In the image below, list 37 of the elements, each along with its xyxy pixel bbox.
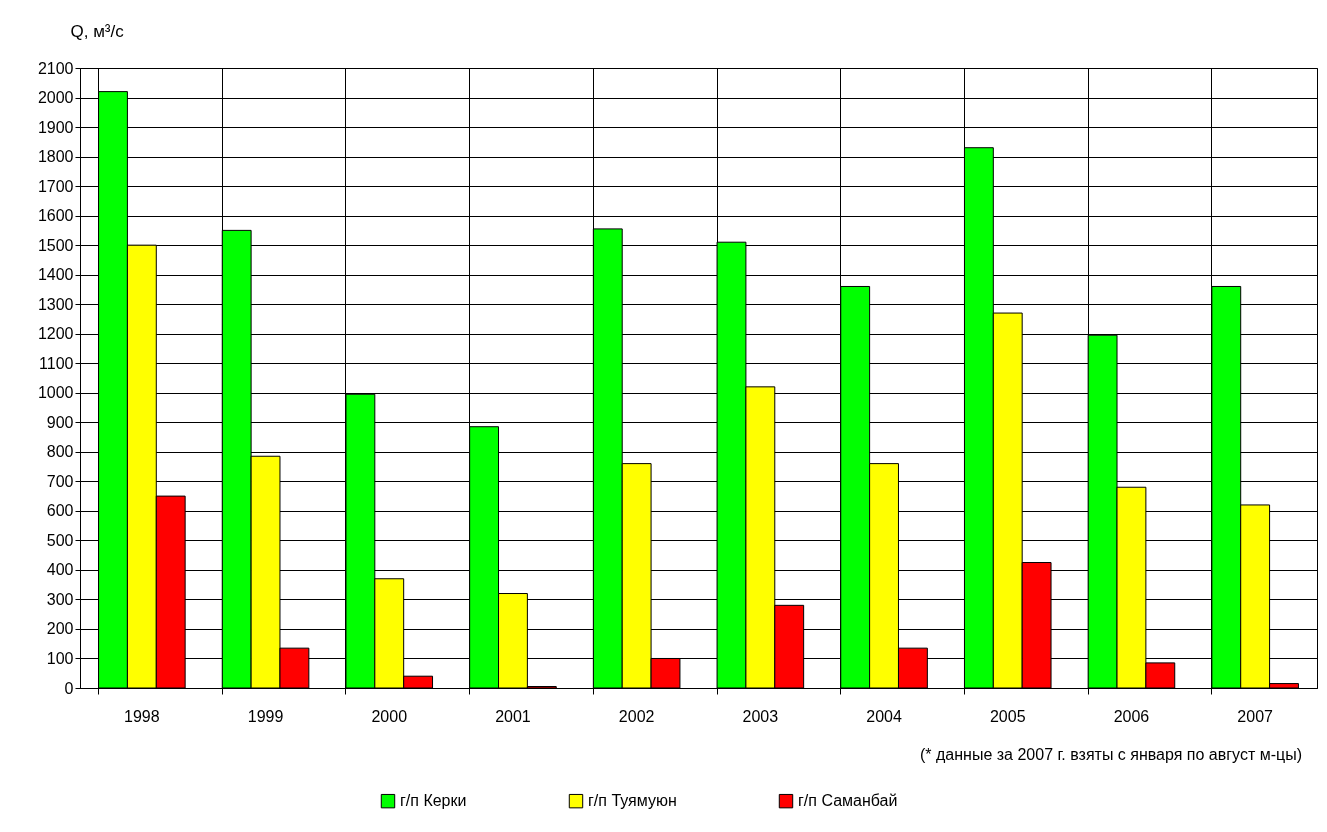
- y-tick-label: 400: [46, 561, 74, 579]
- y-tick-label: 1900: [37, 118, 74, 136]
- y-tick-label: 700: [46, 472, 74, 490]
- x-tick-label: 2004: [866, 707, 902, 725]
- y-tick-label: 600: [46, 502, 74, 520]
- y-tick-label: 1100: [39, 354, 74, 372]
- x-tick-label: 2001: [495, 707, 531, 725]
- x-tick-label: 2003: [742, 707, 779, 725]
- y-tick-label: 2100: [37, 59, 74, 77]
- x-tick-label: 2002: [618, 707, 655, 725]
- legend-label: г/п Керки: [400, 792, 467, 810]
- y-tick-label: 800: [46, 443, 74, 461]
- legend-label: г/п Саманбай: [798, 792, 898, 810]
- y-tick-label: 1400: [37, 266, 74, 284]
- y-tick-label: 900: [46, 413, 74, 431]
- y-tick-label: 100: [46, 649, 74, 667]
- legend-label: г/п Туямуюн: [588, 792, 677, 810]
- y-tick-label: 1500: [37, 236, 74, 254]
- x-tick-label: 2005: [989, 707, 1026, 725]
- y-axis-title: Q, м³/с: [70, 21, 125, 41]
- x-tick-label: 2007: [1237, 707, 1274, 725]
- y-tick-label: 200: [46, 620, 74, 638]
- text: (* данные за 2007 г. взяты с января по август м-цы): [920, 746, 1302, 764]
- y-tick-label: 500: [46, 531, 74, 549]
- y-tick-label: 1300: [37, 295, 74, 313]
- x-tick-label: 1998: [124, 707, 160, 725]
- y-tick-label: 1800: [37, 148, 74, 166]
- y-tick-label: 2000: [37, 89, 74, 107]
- x-tick-label: 2000: [371, 707, 408, 725]
- y-tick-label: 1600: [37, 207, 74, 225]
- x-tick-label: 1999: [247, 707, 284, 725]
- y-tick-label: 0: [64, 679, 74, 697]
- y-tick-label: 1700: [37, 177, 74, 195]
- y-tick-label: 1200: [37, 325, 74, 343]
- y-tick-label: 1000: [37, 384, 74, 402]
- y-tick-label: 300: [46, 590, 74, 608]
- x-tick-label: 2006: [1113, 707, 1150, 725]
